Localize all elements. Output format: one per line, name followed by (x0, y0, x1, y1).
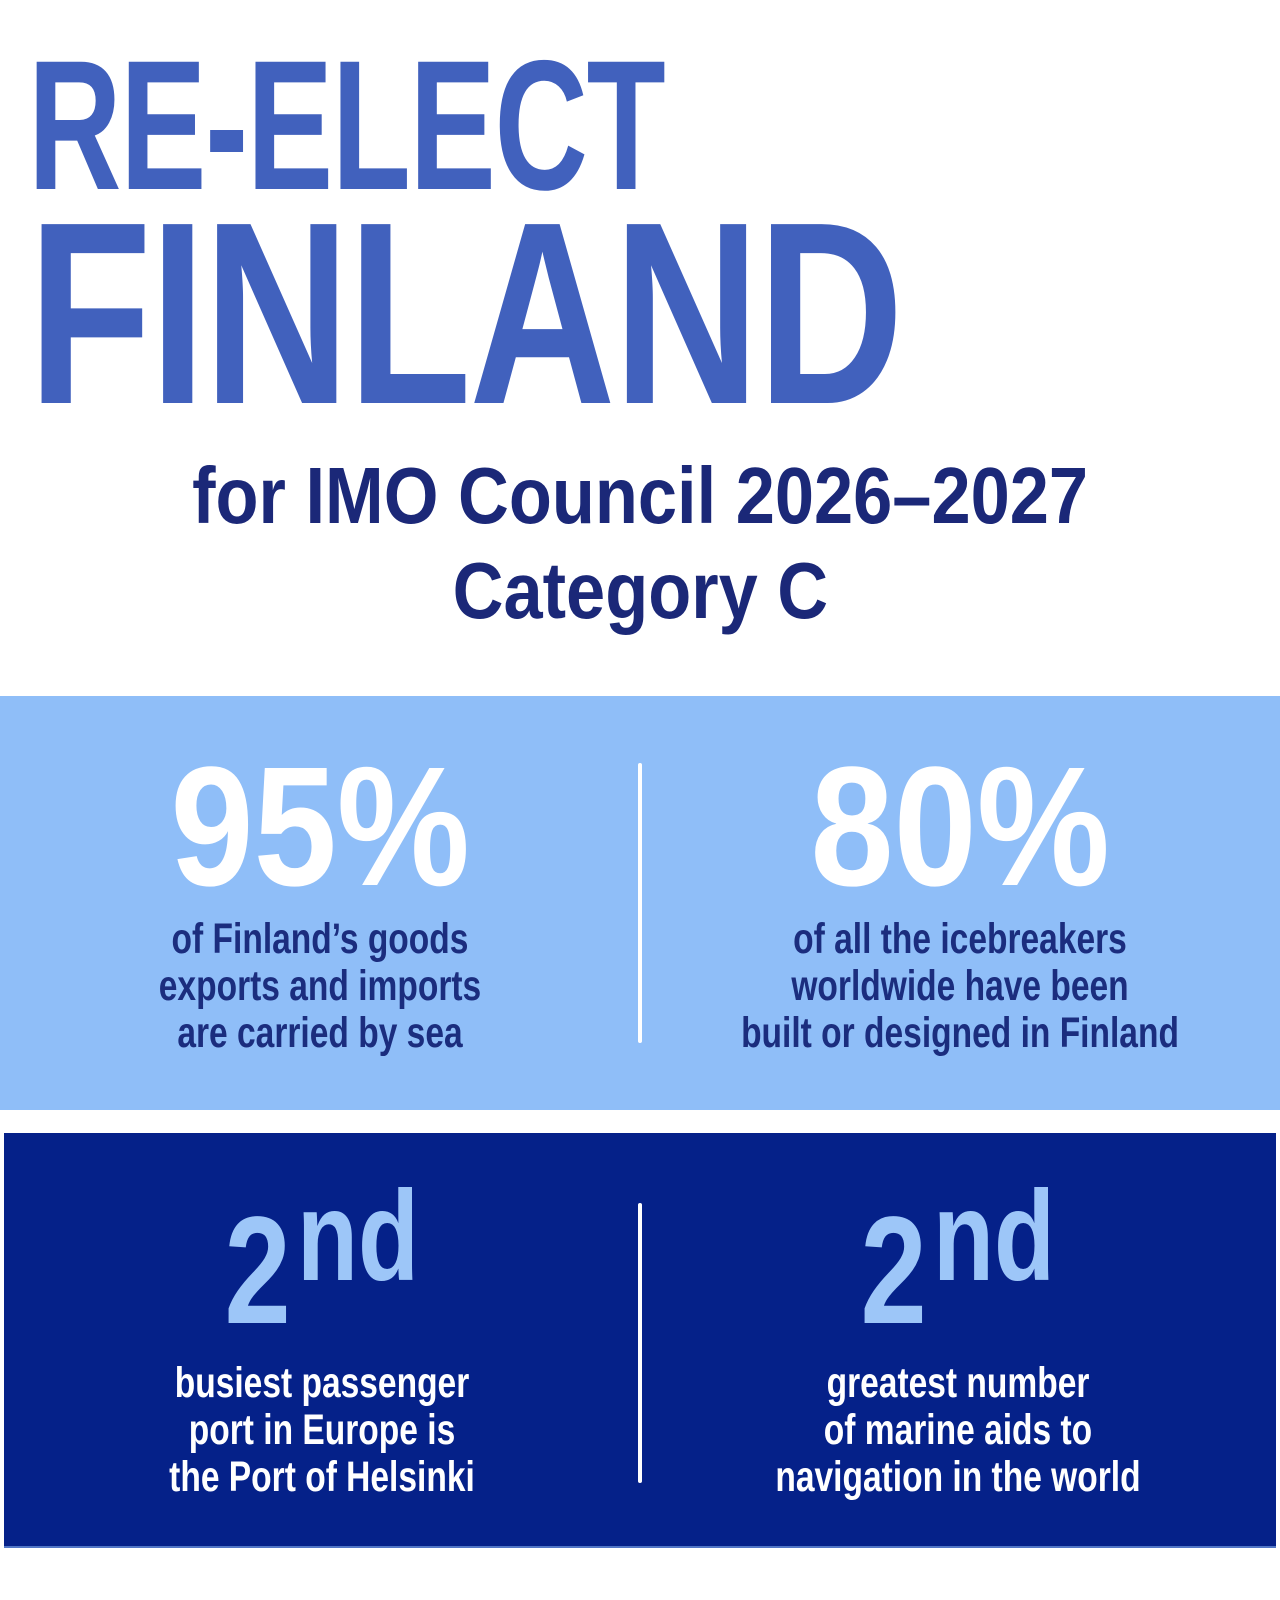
stat-description-line: the Port of Helsinki (169, 1453, 475, 1501)
headline-finland-text: FINLAND (28, 169, 904, 459)
stat-value-2nd-aids: 2nd (640, 1165, 1276, 1356)
stat-description-line: of all the icebreakers (793, 915, 1127, 963)
headline-re-elect: RE-ELECT (28, 34, 937, 219)
stat-value-2nd-port: 2nd (4, 1165, 640, 1356)
ordinal-number: 2 (224, 1185, 292, 1356)
stat-description-line: port in Europe is (188, 1406, 456, 1454)
stats-panel-light: 95% of Finland’s goods exports and impor… (0, 696, 1280, 1110)
subtitle-line-1: for IMO Council 2026–2027 (191, 451, 1088, 540)
stat-description-line: greatest number (826, 1359, 1090, 1407)
stat-description-line: busiest passenger (174, 1359, 470, 1407)
stat-description-line: are carried by sea (177, 1009, 463, 1057)
stat-description-line: worldwide have been (791, 962, 1129, 1010)
subtitle-line-2: Category C (452, 546, 828, 635)
ordinal-number: 2 (860, 1185, 928, 1356)
stat-description-passenger-port: busiest passenger port in Europe is the … (74, 1360, 570, 1501)
stat-value-80-percent: 80% (810, 732, 1110, 922)
stat-card-marine-aids: 2nd greatest number of marine aids to na… (640, 1133, 1276, 1546)
stat-card-icebreakers: 80% of all the icebreakers worldwide hav… (640, 696, 1280, 1110)
headline-finland: FINLAND (28, 184, 1148, 444)
stats-panel-dark: 2nd busiest passenger port in Europe is … (4, 1133, 1276, 1548)
stat-description-sea-transport: of Finland’s goods exports and imports a… (70, 916, 569, 1057)
ordinal-suffix: nd (933, 1165, 1056, 1308)
stat-description-line: built or designed in Finland (741, 1009, 1179, 1057)
stat-description-line: of marine aids to (823, 1406, 1093, 1454)
stat-card-passenger-port: 2nd busiest passenger port in Europe is … (4, 1133, 640, 1546)
stat-card-sea-transport: 95% of Finland’s goods exports and impor… (0, 696, 640, 1110)
stat-description-line: exports and imports (158, 962, 482, 1010)
column-divider (638, 1203, 642, 1483)
column-divider (638, 763, 642, 1043)
stat-description-line: navigation in the world (775, 1453, 1141, 1501)
headline-re-elect-text: RE-ELECT (28, 23, 666, 229)
ordinal-suffix: nd (297, 1165, 420, 1308)
subtitle: for IMO Council 2026–2027 Category C (0, 448, 1280, 638)
stat-value-95-percent: 95% (170, 732, 470, 922)
stat-description-marine-aids: greatest number of marine aids to naviga… (710, 1360, 1206, 1501)
stat-description-icebreakers: of all the icebreakers worldwide have be… (710, 916, 1209, 1057)
stat-description-line: of Finland’s goods (171, 915, 469, 963)
